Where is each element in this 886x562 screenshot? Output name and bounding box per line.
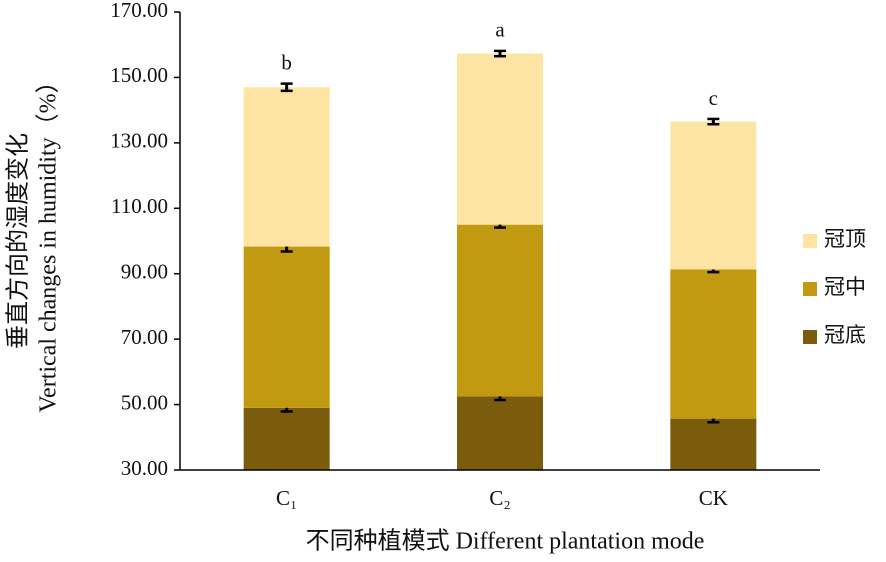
- x-axis-label: 不同种植模式 Different plantation mode: [306, 528, 705, 555]
- y-tick-label: 50.00: [121, 390, 168, 414]
- y-tick-label: 170.00: [110, 0, 168, 22]
- bar-segment: [670, 418, 757, 470]
- y-tick-label: 70.00: [121, 325, 168, 349]
- x-tick-label: CK: [699, 486, 728, 510]
- y-tick-label: 30.00: [121, 456, 168, 480]
- legend-label: 冠中: [824, 275, 866, 299]
- y-axis-label: 垂直方向的湿度变化: [5, 133, 32, 349]
- x-tick-label: C₁: [276, 486, 297, 510]
- bar-segment: [243, 407, 330, 470]
- bar-segment: [457, 53, 543, 225]
- y-tick-label: 150.00: [110, 63, 168, 87]
- legend-swatch: [803, 330, 817, 344]
- bar-segment: [670, 269, 757, 419]
- bar-segment: [457, 396, 543, 470]
- bar-segment: [457, 224, 543, 397]
- bar-segment: [243, 87, 330, 247]
- significance-label: c: [709, 86, 718, 110]
- y-tick-label: 110.00: [111, 194, 168, 218]
- bar-segment: [670, 121, 757, 270]
- significance-label: a: [495, 18, 505, 42]
- y-tick-label: 130.00: [110, 129, 168, 153]
- legend-swatch: [803, 282, 817, 296]
- significance-label: b: [281, 50, 292, 74]
- legend-label: 冠底: [824, 323, 866, 347]
- bar-segment: [243, 246, 330, 408]
- legend-swatch: [803, 234, 817, 248]
- y-axis-label: Vertical changes in humidity（%）: [36, 69, 62, 412]
- legend-label: 冠顶: [824, 227, 866, 251]
- y-tick-label: 90.00: [121, 260, 168, 284]
- x-tick-label: C₂: [489, 486, 510, 510]
